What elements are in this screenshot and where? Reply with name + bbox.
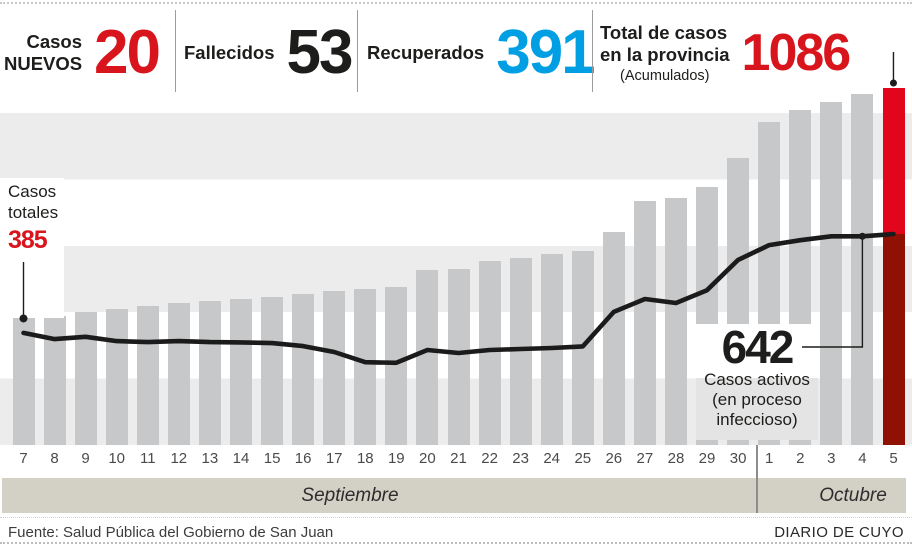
bar — [74, 312, 97, 445]
stat-total-cases-value: 1086 — [741, 24, 852, 82]
bar — [385, 286, 408, 445]
bar — [43, 315, 66, 445]
stat-deaths-value: 53 — [286, 18, 353, 87]
bar — [820, 102, 843, 445]
stat-recovered-label: Recuperados — [367, 42, 484, 64]
bar — [665, 198, 687, 445]
bar — [447, 268, 470, 445]
stat-label-line: en la provincia — [600, 44, 730, 65]
x-axis-label: 2 — [796, 450, 805, 467]
stat-new-cases-label: Casos NUEVOS — [4, 31, 82, 75]
x-axis-label: 14 — [232, 450, 250, 467]
bar — [416, 269, 439, 445]
x-axis-label: 1 — [765, 450, 774, 467]
x-axis-label: 8 — [50, 450, 59, 467]
stat-recovered: Recuperados 391 — [367, 12, 596, 94]
x-axis-label: 22 — [481, 450, 498, 467]
active-cases-label: Casos activos (en proceso infeccioso) — [704, 370, 810, 430]
x-axis-label: 17 — [325, 450, 343, 467]
stat-new-cases-value: 20 — [94, 18, 161, 87]
bar — [602, 232, 625, 445]
stat-sublabel: (Acumulados) — [620, 67, 710, 84]
start-annotation-label: Casos totales — [8, 182, 59, 222]
bar — [12, 318, 35, 445]
top-dotted-rule — [0, 2, 912, 4]
bottom-dotted-rule — [0, 542, 912, 544]
bar — [261, 296, 284, 445]
bar — [633, 201, 656, 445]
footer-dotted-rule — [0, 517, 912, 518]
bar — [105, 308, 128, 445]
x-axis-label: 30 — [729, 450, 747, 467]
bar — [198, 300, 221, 445]
stat-label-line: Fallecidos — [184, 42, 275, 64]
x-axis-label: 3 — [827, 450, 836, 467]
annotation-knockout — [696, 378, 818, 440]
stat-label-line: Recuperados — [367, 42, 485, 64]
source-credit: Fuente: Salud Pública del Gobierno de Sa… — [8, 524, 334, 541]
x-axis-label: 4 — [858, 450, 867, 467]
bar — [323, 291, 346, 445]
x-axis-label: 27 — [636, 450, 654, 467]
bar — [540, 254, 563, 445]
x-axis-label: 29 — [698, 450, 716, 467]
x-axis-label: 28 — [667, 450, 685, 467]
x-axis-label: 25 — [574, 450, 592, 467]
bar — [478, 260, 501, 445]
bar — [292, 294, 315, 445]
stat-label-line: NUEVOS — [4, 53, 83, 74]
x-axis-label: 21 — [450, 450, 467, 467]
x-axis-label: 5 — [889, 450, 898, 467]
start-annotation-value: 385 — [8, 226, 48, 255]
month-label-september: Septiembre — [301, 485, 399, 506]
x-axis-label: 19 — [387, 450, 405, 467]
header-divider — [175, 10, 176, 92]
x-axis-label: 16 — [294, 450, 312, 467]
bar — [851, 94, 874, 445]
x-axis-label: 12 — [170, 450, 188, 467]
stats-header: Casos NUEVOS 20 Fallecidos 53 Recuperado… — [0, 0, 912, 105]
x-axis-label: 15 — [263, 450, 281, 467]
stat-total-cases-label: Total de casos en la provincia (Acumulad… — [600, 22, 730, 84]
stat-deaths: Fallecidos 53 — [184, 12, 353, 94]
bar — [230, 298, 252, 445]
bar-highlight-active-portion — [882, 234, 905, 445]
x-axis-label: 11 — [140, 450, 156, 467]
x-axis-label: 7 — [19, 450, 28, 467]
stat-label-line: Total de casos — [600, 22, 728, 44]
x-axis-label: 10 — [108, 450, 126, 467]
stat-total-cases: Total de casos en la provincia (Acumulad… — [600, 12, 852, 94]
bar — [136, 305, 159, 445]
bar — [167, 303, 190, 445]
x-axis-label: 9 — [81, 450, 90, 467]
stat-recovered-value: 391 — [496, 18, 595, 87]
x-axis-label: 23 — [512, 450, 529, 467]
month-divider-line — [756, 445, 758, 513]
publisher-credit: DIARIO DE CUYO — [774, 524, 904, 541]
month-label-october: Octubre — [819, 485, 887, 506]
month-band — [2, 478, 906, 513]
active-cases-value: 642 — [721, 321, 795, 373]
stat-new-cases: Casos NUEVOS 20 — [4, 12, 161, 94]
x-axis-label: 20 — [419, 450, 436, 467]
bar-highlight-total — [882, 88, 905, 445]
header-divider — [592, 10, 593, 92]
bar — [509, 258, 532, 445]
header-divider — [357, 10, 358, 92]
stat-label-line: Casos — [26, 31, 82, 53]
x-axis-label: 13 — [201, 450, 219, 467]
bar — [571, 251, 594, 445]
x-axis-label: 26 — [605, 450, 623, 467]
x-axis-label: 18 — [356, 450, 374, 467]
x-axis-label: 24 — [543, 450, 561, 467]
start-annotation: Casos totales 385 — [0, 178, 64, 318]
active-cases-annotation: 642 Casos activos (en proceso infeccioso… — [696, 321, 818, 440]
stat-deaths-label: Fallecidos — [184, 42, 274, 64]
bar — [354, 289, 377, 445]
